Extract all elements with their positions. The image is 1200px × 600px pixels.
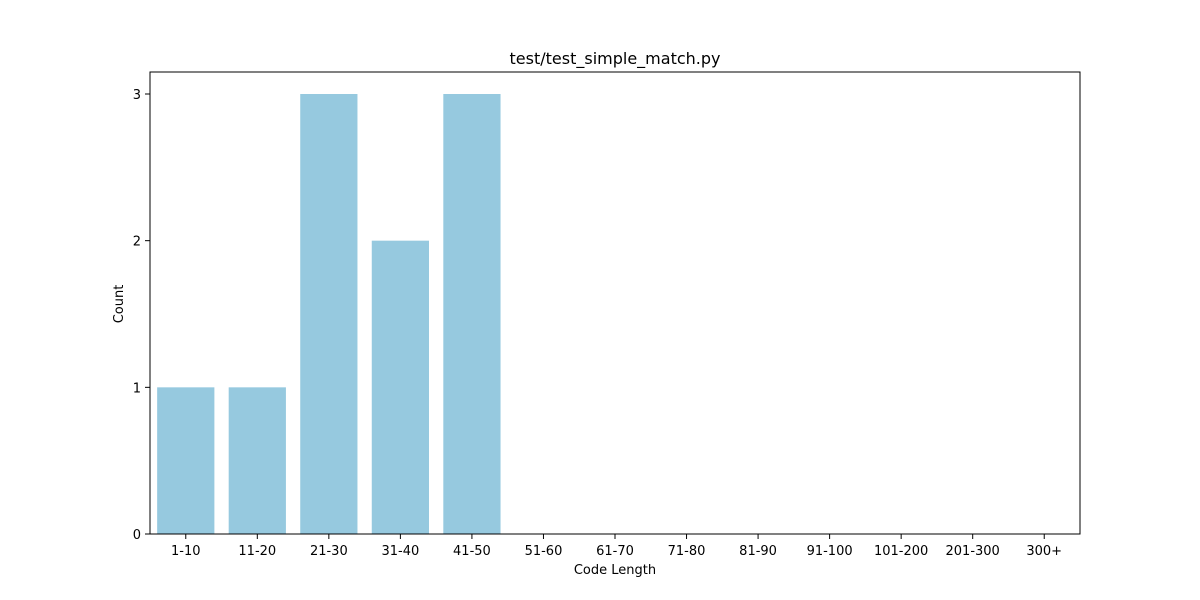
x-axis: 1-10 11-20 21-30 31-40 41-50 51-60 61-70 71-80 8…: [171, 534, 1062, 559]
x-tick-label: 51-60: [525, 544, 563, 559]
bar-31-40: [371, 240, 429, 534]
bar-1-10: [157, 387, 215, 534]
y-tick-label: 0: [133, 528, 141, 543]
plot-frame: [149, 71, 1081, 535]
chart-title: test/test_simple_match.py: [510, 49, 721, 69]
x-tick-label: 71-80: [668, 544, 706, 559]
y-tick-label: 1: [133, 381, 141, 396]
y-axis: 0 1 2 3: [133, 88, 150, 543]
x-tick-label: 81-90: [739, 544, 777, 559]
y-tick-label: 2: [133, 235, 141, 250]
bars-group: [157, 94, 501, 534]
bar-21-30: [300, 94, 358, 534]
bar-41-50: [443, 94, 501, 534]
x-tick-label: 101-200: [874, 544, 928, 559]
x-axis-label: Code Length: [574, 563, 656, 578]
x-tick-label: 21-30: [310, 544, 348, 559]
bar-11-20: [228, 387, 286, 534]
x-tick-label: 41-50: [453, 544, 491, 559]
y-axis-label: Count: [112, 285, 127, 324]
x-tick-label: 201-300: [946, 544, 1000, 559]
x-tick-label: 91-100: [807, 544, 853, 559]
x-tick-label: 300+: [1026, 544, 1062, 559]
y-tick-label: 3: [133, 88, 141, 103]
x-tick-label: 1-10: [171, 544, 201, 559]
x-tick-label: 61-70: [596, 544, 634, 559]
x-tick-label: 31-40: [381, 544, 419, 559]
x-tick-label: 11-20: [238, 544, 276, 559]
